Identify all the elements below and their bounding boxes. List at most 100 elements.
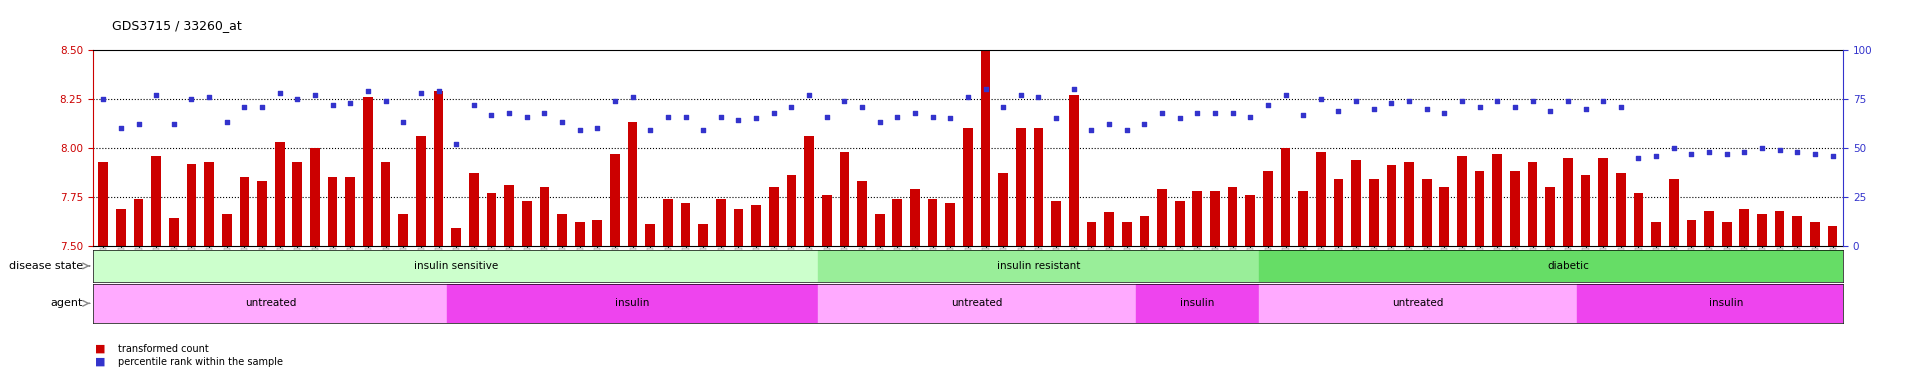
Point bbox=[741, 115, 772, 121]
Bar bbox=[627, 122, 637, 246]
Point bbox=[1006, 92, 1036, 98]
Point bbox=[1517, 98, 1548, 104]
Bar bbox=[1087, 222, 1096, 246]
Point bbox=[618, 94, 648, 100]
Point bbox=[951, 94, 982, 100]
Bar bbox=[398, 214, 407, 246]
Bar bbox=[1598, 158, 1608, 246]
Bar bbox=[818, 284, 1135, 323]
Point bbox=[106, 125, 137, 131]
Point bbox=[793, 92, 824, 98]
Point bbox=[546, 119, 577, 126]
Text: percentile rank within the sample: percentile rank within the sample bbox=[118, 357, 282, 367]
Point bbox=[1552, 98, 1583, 104]
Bar bbox=[380, 162, 390, 246]
Bar bbox=[1015, 128, 1025, 246]
Bar bbox=[1227, 187, 1237, 246]
Point bbox=[899, 109, 930, 116]
Point bbox=[1482, 98, 1513, 104]
Bar bbox=[452, 228, 461, 246]
Point bbox=[1781, 149, 1812, 155]
Bar bbox=[222, 214, 232, 246]
Bar bbox=[1509, 171, 1519, 246]
Point bbox=[1500, 104, 1530, 110]
Point bbox=[158, 121, 189, 127]
Bar bbox=[170, 218, 179, 246]
Text: agent: agent bbox=[50, 298, 83, 308]
Bar bbox=[751, 205, 760, 246]
Bar bbox=[1633, 193, 1642, 246]
Point bbox=[917, 113, 948, 119]
Bar bbox=[1121, 222, 1131, 246]
Point bbox=[423, 88, 454, 94]
Text: insulin: insulin bbox=[616, 298, 650, 308]
Point bbox=[1712, 151, 1743, 157]
Bar bbox=[998, 173, 1007, 246]
Bar bbox=[664, 199, 674, 246]
Bar bbox=[1158, 189, 1168, 246]
Point bbox=[1129, 121, 1160, 127]
Point bbox=[652, 113, 683, 119]
Text: untreated: untreated bbox=[245, 298, 297, 308]
Point bbox=[1393, 98, 1424, 104]
Point bbox=[847, 104, 878, 110]
Text: GDS3715 / 33260_at: GDS3715 / 33260_at bbox=[112, 19, 241, 32]
Bar bbox=[345, 177, 355, 246]
Point bbox=[1747, 145, 1778, 151]
Bar bbox=[787, 175, 797, 246]
Bar bbox=[681, 203, 691, 246]
Point bbox=[141, 92, 172, 98]
Point bbox=[882, 113, 913, 119]
Bar bbox=[1756, 214, 1766, 246]
Bar bbox=[822, 195, 832, 246]
Bar bbox=[892, 199, 901, 246]
Bar bbox=[417, 136, 427, 246]
Bar bbox=[133, 199, 143, 246]
Point bbox=[1465, 104, 1496, 110]
Point bbox=[405, 90, 436, 96]
Point bbox=[1200, 109, 1231, 116]
Point bbox=[440, 141, 471, 147]
Point bbox=[1305, 96, 1336, 102]
Bar bbox=[311, 148, 320, 246]
Bar bbox=[575, 222, 585, 246]
Point bbox=[564, 127, 594, 133]
Bar bbox=[1193, 191, 1202, 246]
Point bbox=[124, 121, 154, 127]
Point bbox=[176, 96, 207, 102]
Point bbox=[1571, 106, 1602, 112]
Bar bbox=[1793, 216, 1803, 246]
Point bbox=[1695, 149, 1725, 155]
Point bbox=[1181, 109, 1212, 116]
Point bbox=[1658, 145, 1689, 151]
Point bbox=[334, 100, 365, 106]
Bar bbox=[1422, 179, 1432, 246]
Point bbox=[1588, 98, 1619, 104]
Bar bbox=[768, 187, 778, 246]
Point bbox=[1270, 92, 1301, 98]
Bar bbox=[1581, 175, 1590, 246]
Bar bbox=[328, 177, 338, 246]
Bar bbox=[187, 164, 197, 246]
Point bbox=[1324, 108, 1355, 114]
Bar bbox=[1687, 220, 1696, 246]
Point bbox=[1606, 104, 1637, 110]
Bar bbox=[540, 187, 550, 246]
Point bbox=[704, 113, 735, 119]
Point bbox=[1729, 149, 1760, 155]
Bar bbox=[486, 193, 496, 246]
Bar bbox=[1210, 191, 1220, 246]
Point bbox=[1623, 154, 1654, 161]
Point bbox=[635, 127, 666, 133]
Point bbox=[1448, 98, 1478, 104]
Bar bbox=[1052, 201, 1062, 246]
Bar bbox=[504, 185, 513, 246]
Point bbox=[934, 115, 965, 121]
Bar bbox=[95, 250, 818, 282]
Bar bbox=[1334, 179, 1343, 246]
Bar bbox=[1258, 284, 1577, 323]
Bar bbox=[963, 128, 973, 246]
Point bbox=[210, 119, 241, 126]
Point bbox=[724, 118, 755, 124]
Bar bbox=[716, 199, 726, 246]
